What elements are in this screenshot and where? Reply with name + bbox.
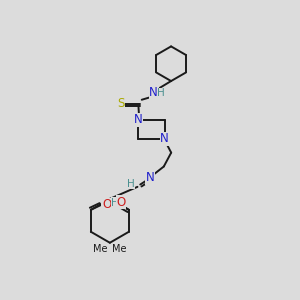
Text: H: H	[157, 88, 165, 98]
Text: N: N	[160, 132, 169, 145]
Text: H: H	[127, 178, 135, 189]
Text: O: O	[116, 196, 126, 209]
Text: H: H	[111, 198, 119, 208]
Text: Me: Me	[93, 244, 108, 254]
Text: N: N	[146, 171, 154, 184]
Text: N: N	[134, 113, 142, 126]
Text: S: S	[117, 98, 124, 110]
Text: Me: Me	[112, 244, 126, 254]
Text: N: N	[149, 86, 158, 99]
Text: O: O	[102, 198, 111, 211]
